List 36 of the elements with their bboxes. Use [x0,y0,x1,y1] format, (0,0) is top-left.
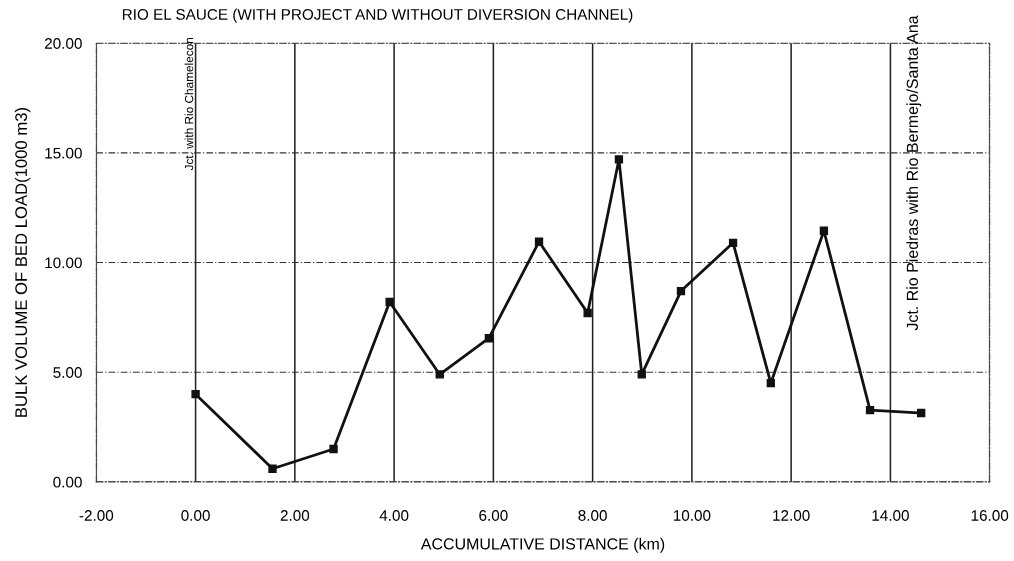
point [484,334,494,343]
point [268,464,277,473]
point [385,297,394,307]
point [534,237,544,246]
x-tick-label: 16.00 [971,510,1009,521]
y-tick-label: 20.00 [44,38,82,49]
x-tick-label: 10.00 [673,510,711,521]
x-tick-label: 2.00 [280,510,310,521]
point [583,308,592,318]
annotation: Jct. with Rio Chamelecon [184,37,194,171]
point [819,226,829,235]
point [676,286,686,296]
point [917,408,926,418]
x-tick-label: 12.00 [773,510,810,521]
y-tick-label: 15.00 [45,147,82,159]
x-tick-label: 0.00 [181,510,210,521]
x-axis-title: ACCUMULATIVE DISTANCE (km) [420,537,665,553]
y-tick-label: 0.00 [53,476,82,488]
x-tick-label: -2.00 [79,510,114,521]
point [865,406,875,415]
point [766,379,775,388]
y-tick-label: 5.00 [53,367,82,378]
point [191,389,200,399]
point [435,370,444,379]
x-tick-label: 8.00 [578,510,607,521]
point [329,444,338,454]
y-tick-label: 10.00 [45,257,82,269]
chart-title: RIO EL SAUCE (WITH PROJECT AND WITHOUT DIVERSION CHANNEL) [122,8,633,23]
annotation: Jct. Rio Piedras with Rio Bermejo/Santa Ana [906,15,922,331]
x-tick-label: 6.00 [479,510,508,521]
point [614,155,624,164]
x-tick-label: 14.00 [872,510,909,521]
y-axis-title: BULK VOLUME OF BED LOAD(1000 m3) [14,107,31,417]
point [728,238,738,247]
point [637,370,646,379]
x-tick-label: 4.00 [379,510,409,521]
